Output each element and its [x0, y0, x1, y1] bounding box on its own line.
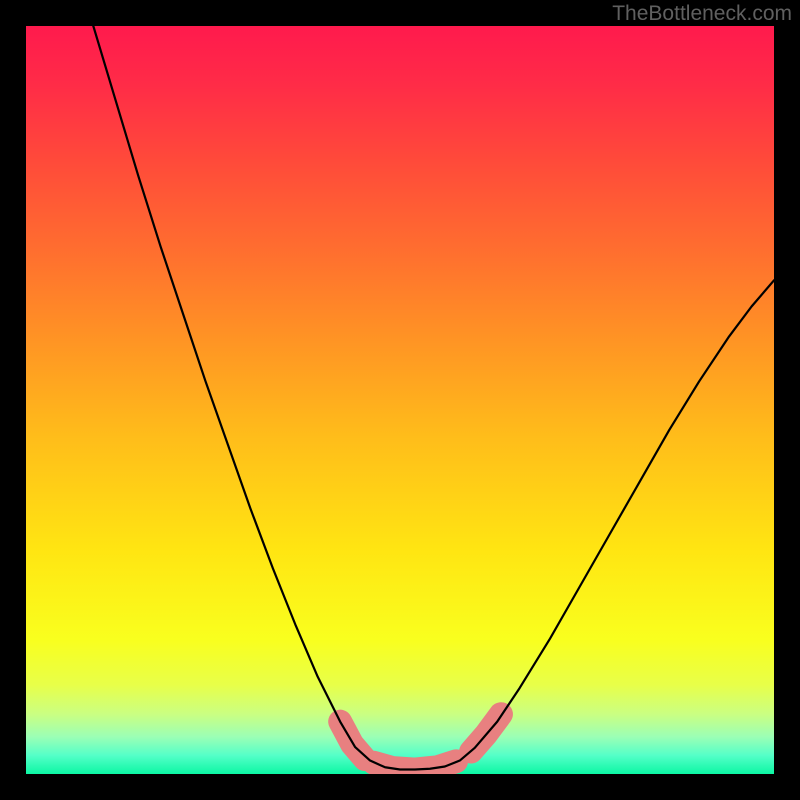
watermark-text: TheBottleneck.com: [612, 2, 792, 26]
bottleneck-chart: [26, 26, 774, 774]
plot-area: [26, 26, 774, 774]
gradient-background: [26, 26, 774, 774]
chart-frame: TheBottleneck.com: [0, 0, 800, 800]
